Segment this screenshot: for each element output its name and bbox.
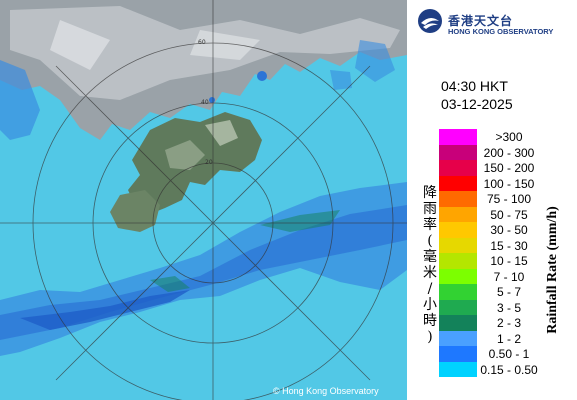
legend-swatch [439, 237, 477, 253]
range-ring-label: 20 [205, 159, 213, 166]
range-rings [0, 0, 407, 400]
legend-title-cn-char: ( [427, 233, 433, 249]
legend-swatch [439, 299, 477, 315]
legend-swatch [439, 129, 477, 145]
legend-label: 150 - 200 [483, 161, 535, 175]
legend-swatch [439, 175, 477, 191]
observatory-emblem-icon [418, 9, 442, 33]
legend-label: 0.15 - 0.50 [480, 362, 538, 377]
observatory-name-en: HONG KONG OBSERVATORY [448, 27, 554, 36]
legend-title-cn-char: 毫 [423, 249, 437, 265]
info-panel: 香港天文台 HONG KONG OBSERVATORY 04:30 HKT 03… [407, 0, 577, 400]
radar-date: 03-12-2025 [441, 96, 513, 112]
range-ring-label: 40 [201, 99, 209, 106]
legend-swatch [439, 191, 477, 207]
legend-swatch [439, 253, 477, 269]
legend-label: 200 - 300 [483, 145, 535, 160]
legend-title-cn-char: 小 [423, 297, 437, 313]
legend-label: 3 - 5 [496, 300, 521, 315]
observatory-logo: 香港天文台 HONG KONG OBSERVATORY [415, 6, 575, 38]
legend-swatch [439, 284, 477, 300]
legend-swatch [439, 315, 477, 331]
legend-swatch [439, 144, 477, 160]
legend-title-cn-char: 雨 [423, 201, 437, 217]
legend-label: 10 - 15 [490, 254, 528, 268]
legend-label: 5 - 7 [496, 285, 521, 299]
legend-title-cn: 降雨率(毫米 / 小時) [422, 185, 438, 345]
legend-label: 1 - 2 [496, 331, 521, 346]
legend-label: 30 - 50 [490, 223, 528, 237]
legend-label: 2 - 3 [496, 316, 521, 330]
legend-swatch [439, 346, 477, 362]
legend-swatch [439, 160, 477, 176]
legend-title-cn-char: / [427, 281, 433, 297]
legend-label: 7 - 10 [493, 269, 525, 284]
radar-time: 04:30 HKT [441, 78, 508, 94]
legend-label: 100 - 150 [483, 176, 535, 191]
legend-label: 0.50 - 1 [488, 347, 530, 361]
range-ring-label: 60 [198, 39, 206, 46]
observatory-name-cn: 香港天文台 [448, 14, 514, 28]
legend-swatch [439, 268, 477, 284]
legend-title-cn-char: 時 [423, 313, 437, 329]
legend-label: 75 - 100 [486, 192, 532, 206]
radar-map-graphic: 20 40 60 [0, 0, 407, 400]
copyright-text: © Hong Kong Observatory [273, 386, 379, 396]
legend-swatch [439, 206, 477, 222]
legend-title-cn-char: 率 [423, 217, 437, 233]
legend-swatch [439, 330, 477, 346]
legend-title-cn-char: 米 [423, 265, 437, 281]
rain-echo-northwest [0, 60, 40, 140]
radar-map: 20 40 60 © Hong Kong Observatory [0, 0, 407, 400]
legend-swatch [439, 222, 477, 238]
legend-swatch [439, 361, 477, 377]
legend-label: 15 - 30 [490, 238, 528, 253]
legend-title-en: Rainfall Rate (mm/h) [545, 206, 560, 334]
legend-title-cn-char: ) [427, 329, 433, 345]
legend-label: >300 [495, 130, 523, 144]
legend-label: 50 - 75 [490, 207, 528, 222]
legend-title-cn-char: 降 [423, 185, 437, 201]
